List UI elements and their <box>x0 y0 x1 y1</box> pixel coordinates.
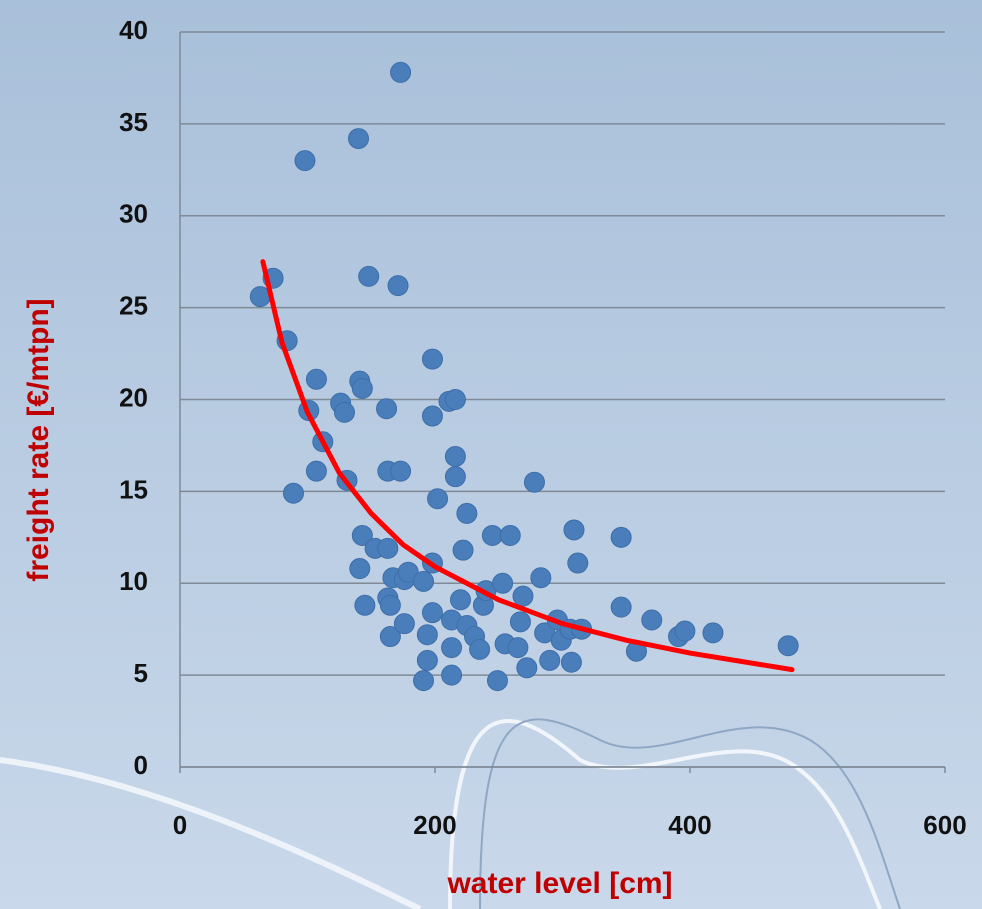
point <box>492 572 514 594</box>
point <box>305 368 327 390</box>
point <box>390 61 412 83</box>
point <box>349 558 371 580</box>
x-tick-label: 600 <box>923 810 966 840</box>
point <box>539 649 561 671</box>
point <box>444 466 466 488</box>
trend-line <box>260 259 795 673</box>
x-tick-label: 0 <box>173 810 187 840</box>
point <box>282 482 304 504</box>
point <box>397 561 419 583</box>
point <box>390 460 412 482</box>
point <box>499 524 521 546</box>
point <box>413 570 435 592</box>
point <box>441 664 463 686</box>
point <box>610 526 632 548</box>
y-tick-label: 0 <box>134 750 148 780</box>
deco-curve <box>0 757 422 909</box>
x-tick-label: 200 <box>413 810 456 840</box>
point <box>305 460 327 482</box>
y-tick-label: 40 <box>119 15 148 45</box>
point <box>444 445 466 467</box>
point <box>481 524 503 546</box>
point <box>456 502 478 524</box>
point <box>393 613 415 635</box>
point <box>421 405 443 427</box>
point <box>452 539 474 561</box>
point <box>416 649 438 671</box>
y-tick-label: 35 <box>119 107 148 137</box>
point <box>509 611 531 633</box>
point <box>379 626 401 648</box>
point <box>354 594 376 616</box>
point <box>427 488 449 510</box>
point <box>333 401 355 423</box>
point <box>421 348 443 370</box>
point <box>702 622 724 644</box>
y-tick-label: 20 <box>119 382 148 412</box>
point <box>530 567 552 589</box>
point <box>413 670 435 692</box>
point <box>516 657 538 679</box>
point <box>377 537 399 559</box>
y-tick-label: 5 <box>134 658 148 688</box>
y-tick-label: 25 <box>119 291 148 321</box>
point <box>567 552 589 574</box>
point <box>358 265 380 287</box>
point <box>450 589 471 611</box>
point <box>563 519 585 541</box>
point <box>348 128 369 150</box>
point <box>523 471 545 493</box>
point <box>294 150 316 172</box>
point <box>444 389 466 410</box>
point <box>610 596 632 618</box>
point <box>441 637 463 659</box>
decoration <box>0 718 901 909</box>
y-axis-title: freight rate [€/mtpn] <box>22 298 55 581</box>
deco-curve <box>448 719 882 909</box>
y-tick-label: 10 <box>119 566 148 596</box>
y-tick-label: 30 <box>119 199 148 229</box>
point <box>469 638 491 660</box>
x-axis-title: water level [cm] <box>446 867 672 900</box>
y-tick-label: 15 <box>119 474 148 504</box>
point <box>674 620 696 642</box>
point <box>512 585 534 607</box>
point <box>421 602 443 624</box>
point <box>560 651 582 673</box>
point <box>641 609 663 631</box>
point <box>486 670 508 692</box>
deco-curve <box>479 718 901 909</box>
point <box>507 637 529 659</box>
point <box>376 398 398 420</box>
point <box>777 635 799 657</box>
x-tick-label: 400 <box>668 810 711 840</box>
point <box>351 377 373 399</box>
point <box>387 275 409 297</box>
point <box>379 594 401 616</box>
point <box>351 524 373 546</box>
point <box>416 624 438 646</box>
